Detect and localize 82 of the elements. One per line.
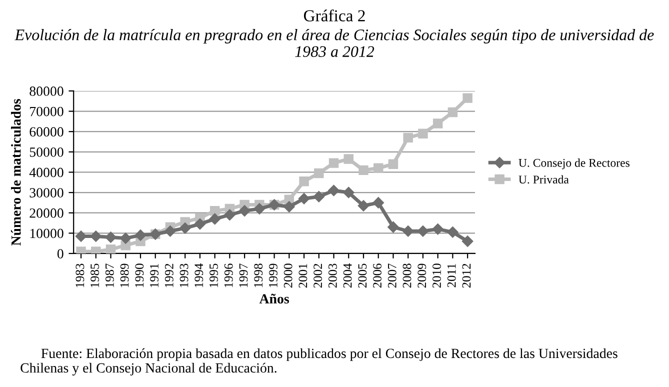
point: [120, 232, 132, 244]
x-tick-label: 1997: [239, 264, 248, 288]
point: [358, 200, 370, 212]
y-tick-label: 60000: [30, 127, 64, 137]
point: [388, 159, 398, 169]
point: [344, 154, 354, 164]
point: [209, 213, 220, 225]
point: [254, 203, 266, 214]
chart-title: Gráfica 2: [304, 10, 365, 22]
legend-label: U. Consejo de Rectores: [518, 158, 630, 170]
point: [299, 176, 309, 186]
point: [210, 206, 220, 216]
point: [328, 184, 340, 196]
y-tick-label: 20000: [30, 208, 64, 218]
point: [418, 128, 428, 138]
point: [164, 226, 176, 237]
x-tick-label: 1983: [76, 264, 84, 288]
x-tick-label: 1989: [120, 264, 129, 288]
point: [238, 205, 250, 216]
point: [224, 209, 236, 220]
x-tick-label: 2008: [402, 264, 412, 288]
point: [105, 232, 116, 243]
x-tick-label: 2009: [418, 264, 426, 288]
x-tick-label: 1987: [105, 264, 114, 288]
x-tick-label: 2004: [343, 263, 352, 288]
source-note: Fuente: Elaboración propia basada en datos publicados por el Consejo de Rectores de las Universidades Chilenas y el Consejo Nacional de Educación.: [20, 348, 618, 376]
x-tick-label: 2001: [298, 264, 308, 288]
x-tick-label: 1998: [254, 264, 263, 288]
point: [388, 221, 399, 233]
point: [179, 222, 191, 234]
x-tick-label: 1991: [150, 264, 158, 288]
point: [134, 230, 146, 241]
x-tick-label: 2000: [284, 264, 292, 288]
x-tick-label: 2003: [328, 264, 337, 288]
chart-subtitle: Evolución de la matrícula en pregrado en el área de Ciencias Sociales según tipo de universidad de 1983 a 2012: [14, 29, 654, 57]
point: [372, 197, 384, 208]
point: [403, 132, 413, 143]
x-tick-label: 1996: [224, 264, 233, 288]
x-tick-label: 2007: [388, 264, 396, 288]
point: [298, 193, 310, 204]
x-tick-label: 2010: [432, 264, 441, 288]
x-tick-label: 1990: [135, 264, 144, 288]
point: [314, 168, 324, 178]
y-tick-label: 0: [57, 249, 64, 258]
x-tick-label: 2006: [373, 264, 382, 288]
legend-label: U. Privada: [518, 175, 569, 184]
x-tick-label: 2005: [358, 264, 367, 288]
y-tick-label: 70000: [30, 106, 64, 116]
point: [75, 230, 87, 242]
x-tick-label: 2002: [314, 264, 322, 288]
point: [462, 93, 472, 103]
y-tick-label: 80000: [30, 86, 64, 96]
x-tick-label: 1993: [180, 264, 188, 288]
y-tick-label: 30000: [30, 188, 64, 198]
point: [373, 163, 384, 174]
point: [447, 226, 458, 238]
point: [106, 244, 116, 254]
x-tick-label: 2011: [447, 264, 456, 288]
x-tick-label: 2012: [462, 264, 471, 288]
point: [448, 107, 458, 118]
point: [432, 224, 444, 235]
point: [417, 226, 429, 237]
point: [313, 190, 324, 202]
y-axis-title: Número de matriculados: [10, 98, 21, 246]
point: [343, 186, 354, 198]
y-tick-label: 10000: [30, 228, 64, 238]
point: [194, 218, 206, 230]
y-tick-label: 40000: [29, 168, 64, 178]
point: [402, 226, 414, 237]
point: [462, 236, 474, 247]
x-tick-label: 1999: [269, 264, 278, 288]
point: [358, 165, 368, 176]
x-axis-title: Años: [259, 294, 289, 304]
point: [328, 158, 339, 168]
point: [284, 201, 295, 212]
x-tick-label: 1992: [164, 264, 174, 288]
y-tick-label: 50000: [30, 147, 64, 157]
point: [90, 230, 102, 242]
x-tick-label: 1985: [90, 264, 100, 288]
x-tick-label: 1994: [194, 263, 204, 288]
point: [432, 118, 443, 128]
x-tick-label: 1995: [210, 264, 218, 288]
